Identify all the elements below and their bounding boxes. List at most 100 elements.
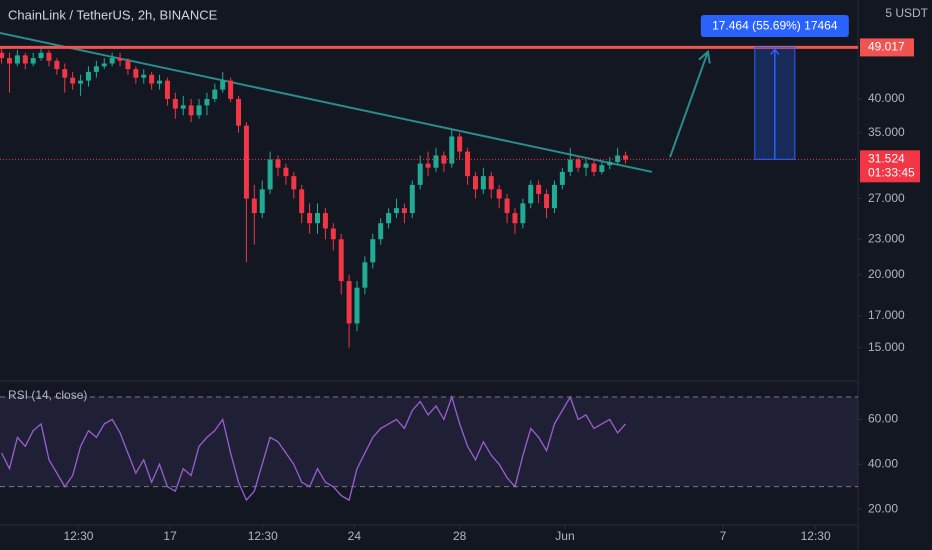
candle-body <box>378 223 384 240</box>
candle-body <box>125 60 131 70</box>
candle-body <box>172 98 178 109</box>
candle-body <box>275 159 281 168</box>
last-price-label: 31.524 <box>868 151 905 165</box>
candle-body <box>101 63 107 67</box>
candle-body <box>401 208 407 214</box>
y-tick-label: 40.000 <box>868 91 905 105</box>
level-label-box <box>860 38 914 57</box>
rsi-band-fill <box>0 397 858 487</box>
candle-body <box>188 105 194 116</box>
candle-body <box>417 163 423 185</box>
candle-body <box>362 262 368 288</box>
candle-body <box>62 69 68 78</box>
candle-body <box>228 80 234 99</box>
candle-body <box>267 159 273 190</box>
y-tick-label: 40.00 <box>868 456 898 470</box>
candle-body <box>449 136 455 164</box>
measure-label-box <box>700 15 849 37</box>
x-tick-label: 12:30 <box>248 529 278 543</box>
candle-body <box>14 55 20 64</box>
candle-body <box>236 98 242 126</box>
x-tick-label: 7 <box>720 529 727 543</box>
candle-body <box>307 213 313 224</box>
candle-body <box>591 163 597 172</box>
y-tick-label: 27.000 <box>868 191 905 205</box>
candle-body <box>46 52 52 61</box>
candle-body <box>425 163 431 168</box>
measure-label: 17.464 (55.69%) 17464 <box>712 19 838 33</box>
candle-body <box>393 208 399 214</box>
y-tick-label: 35.000 <box>868 125 905 139</box>
candle-body <box>180 105 186 109</box>
measure-arrow <box>770 48 780 55</box>
x-tick-label: 12:30 <box>801 529 831 543</box>
candle-body <box>575 159 581 168</box>
candle-body <box>615 155 621 162</box>
y-tick-label: 15.000 <box>868 340 905 354</box>
candle-body <box>433 155 439 168</box>
candle-body <box>117 58 123 61</box>
currency-label: 5 USDT <box>885 6 928 20</box>
candle-body <box>6 58 12 64</box>
y-tick-label: 60.00 <box>868 412 898 426</box>
candle-body <box>133 69 139 78</box>
candle-body <box>599 165 605 172</box>
candle-body <box>38 52 44 59</box>
candle-body <box>54 60 60 70</box>
candle-body <box>0 52 5 59</box>
x-tick-label: 28 <box>453 529 467 543</box>
candle-body <box>496 189 502 199</box>
price-pane <box>0 31 653 348</box>
candle-body <box>504 198 510 214</box>
candle-body <box>204 98 210 106</box>
candle-body <box>441 155 447 164</box>
candle-body <box>536 184 542 194</box>
x-tick-label: 24 <box>348 529 362 543</box>
countdown: 01:33:45 <box>868 165 915 179</box>
candle-body <box>354 287 360 324</box>
y-tick-label: 17.000 <box>868 308 905 322</box>
y-tick-label: 20.00 <box>868 501 898 515</box>
candle-body <box>607 161 613 166</box>
last-price-box <box>860 150 920 183</box>
candle-body <box>259 189 265 214</box>
rsi-pane <box>0 394 858 502</box>
candle-body <box>251 198 257 214</box>
candle-body <box>109 58 115 64</box>
arrow-head <box>698 49 711 64</box>
candle-body <box>338 239 344 282</box>
candle-body <box>141 74 147 78</box>
y-tick-label: 23.000 <box>868 231 905 245</box>
candle-body <box>465 151 471 177</box>
candle-body <box>330 228 336 240</box>
candle-body <box>409 184 415 214</box>
candle-body <box>488 176 494 190</box>
candle-body <box>93 66 99 72</box>
candle-body <box>299 189 305 214</box>
trendline <box>0 31 653 173</box>
candle-body <box>528 184 534 204</box>
candle-body <box>480 176 486 190</box>
candle-body <box>149 74 155 84</box>
candle-body <box>386 213 392 224</box>
candle-body <box>30 58 36 64</box>
candle-body <box>78 80 84 84</box>
candle-body <box>583 163 589 168</box>
candle-body <box>220 80 226 90</box>
rsi-label: RSI (14, close) <box>8 388 87 402</box>
candle-body <box>157 80 163 84</box>
candle-body <box>22 55 28 64</box>
candle-body <box>70 77 76 84</box>
candle-body <box>212 89 218 99</box>
candle-body <box>196 105 202 116</box>
candle-body <box>559 171 565 185</box>
candle-body <box>567 159 573 172</box>
y-tick-label: 20.000 <box>868 267 905 281</box>
candle-body <box>85 71 91 81</box>
x-tick-label: Jun <box>555 529 574 543</box>
x-tick-label: 17 <box>163 529 177 543</box>
candle-body <box>457 136 463 152</box>
chart-title: ChainLink / TetherUS, 2h, BINANCE <box>8 7 218 22</box>
